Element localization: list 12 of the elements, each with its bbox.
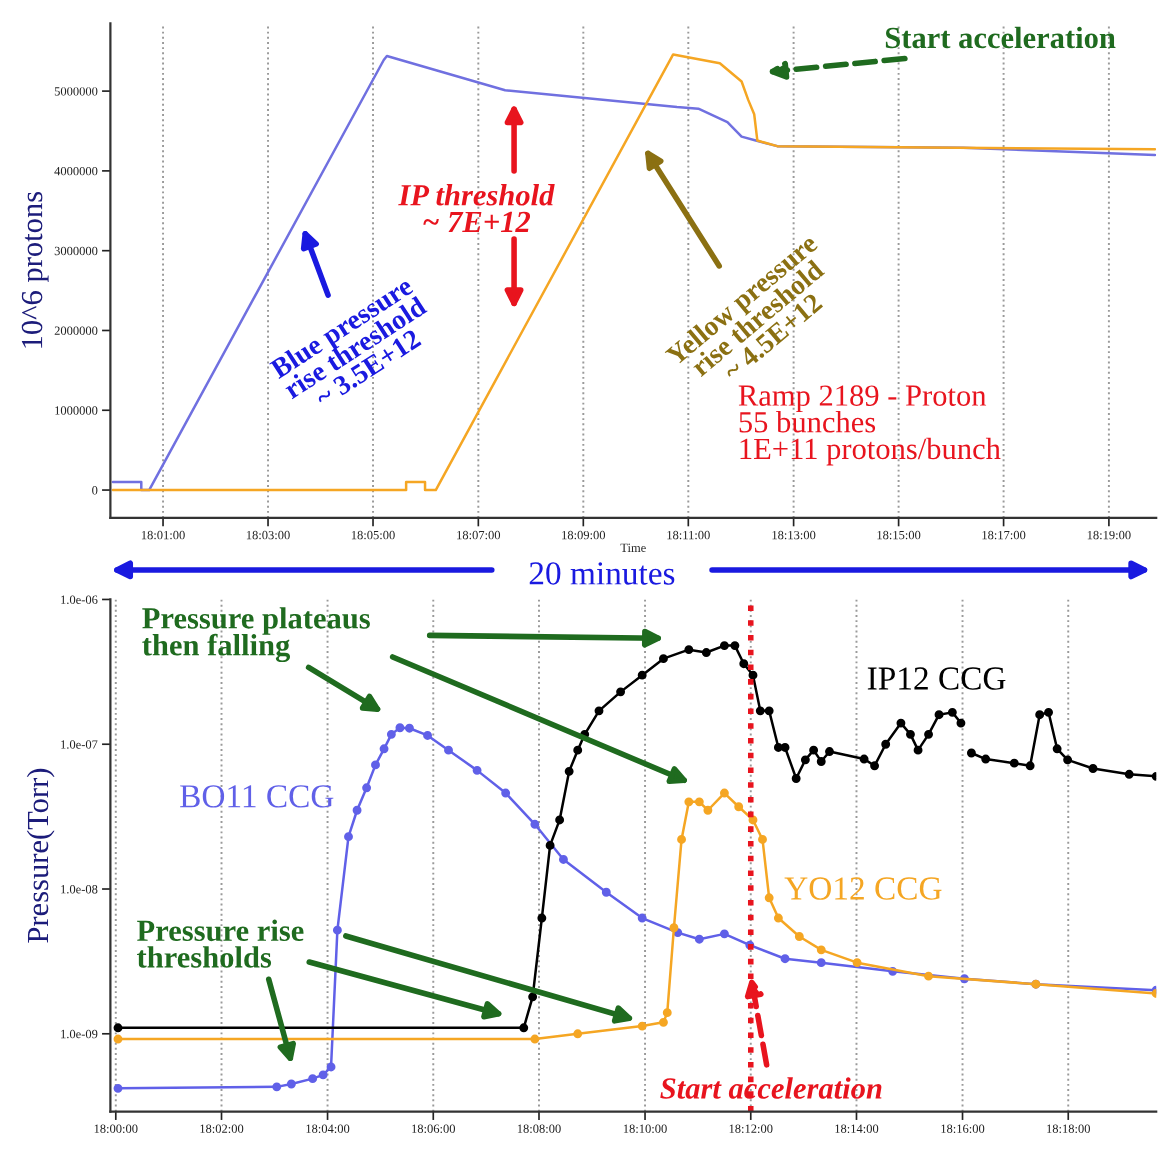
text: 20 minutes <box>529 562 675 585</box>
annotation: Start acceleration <box>885 26 1116 49</box>
annotation: Start acceleration <box>660 1077 882 1099</box>
annotation: IP threshold ~ 7E+12 <box>398 184 555 232</box>
y-axis-title: Pressure(Torr) <box>26 768 55 943</box>
y-axis-title: 10^6 protons <box>21 192 49 348</box>
annotation: Pressure rise thresholds <box>137 919 304 968</box>
series-label: YO12 CCG <box>784 877 942 900</box>
series-label: BO11 CCG <box>180 785 334 808</box>
annotation: Ramp 2189 - Proton 55 bunches 1E+11 protons/bunch <box>738 385 1001 466</box>
annotation: Pressure plateaus then falling <box>142 607 370 663</box>
series-label: IP12 CCG <box>867 667 1006 690</box>
